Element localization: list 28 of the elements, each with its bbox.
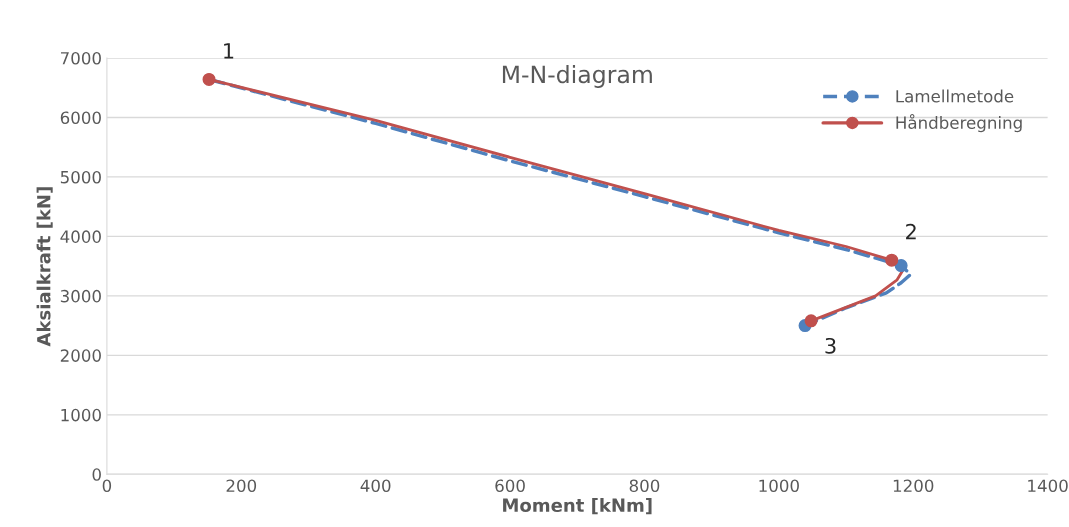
legend-label: Lamellmetode — [896, 89, 1014, 103]
y-tick-label: 3000 — [60, 289, 101, 303]
x-tick-label: 400 — [360, 479, 391, 493]
y-axis-title: Aksialkraft [kN] — [36, 187, 53, 347]
y-tick-label: 4000 — [60, 230, 101, 243]
x-tick-label: 600 — [495, 479, 525, 493]
annotation: 2 — [906, 223, 916, 240]
point — [894, 259, 908, 273]
x-tick-label: 0 — [102, 479, 112, 493]
y-tick-label: 0 — [92, 468, 101, 481]
annotation: 3 — [825, 337, 836, 354]
annotation: 1 — [224, 43, 234, 59]
legend-label: Håndberegning — [896, 114, 1022, 133]
y-tick-label: 2000 — [60, 349, 101, 362]
y-tick-label: 5000 — [60, 170, 101, 184]
point — [202, 72, 216, 86]
point — [804, 314, 818, 328]
y-tick-label: 1000 — [61, 408, 101, 422]
x-axis-title: Moment [kNm] — [503, 498, 652, 515]
y-tick-label: 6000 — [60, 111, 101, 125]
x-tick-label: 800 — [629, 479, 660, 493]
x-tick-label: 1000 — [759, 479, 799, 493]
y-tick-label: 7000 — [60, 51, 101, 65]
x-tick-label: 1200 — [893, 479, 934, 493]
chart-title: M-N-diagram — [502, 65, 652, 88]
x-tick-label: 200 — [226, 479, 257, 493]
x-tick-label: 1400 — [1028, 479, 1068, 493]
point — [885, 253, 899, 267]
